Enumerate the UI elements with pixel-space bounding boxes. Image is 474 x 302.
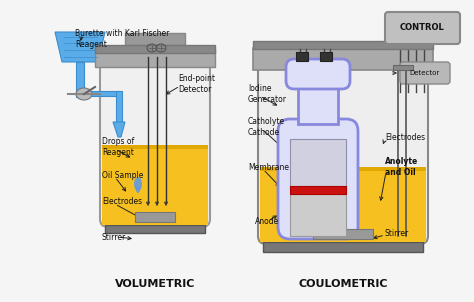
Text: COULOMETRIC: COULOMETRIC: [298, 279, 388, 289]
Polygon shape: [55, 32, 105, 62]
FancyBboxPatch shape: [286, 59, 350, 89]
Polygon shape: [84, 91, 120, 96]
Bar: [298, 84, 338, 124]
Bar: [393, 65, 413, 70]
Text: Anolyte
and Oil: Anolyte and Oil: [385, 157, 418, 177]
Bar: [260, 167, 426, 171]
Bar: [296, 52, 308, 61]
Bar: [102, 147, 208, 225]
Bar: [320, 52, 332, 61]
Text: Anode: Anode: [255, 217, 279, 226]
Text: Iodine
Generator: Iodine Generator: [248, 84, 287, 104]
Ellipse shape: [134, 177, 142, 191]
Bar: [253, 48, 433, 70]
Text: Stirrer: Stirrer: [385, 230, 409, 239]
Bar: [290, 194, 346, 236]
FancyBboxPatch shape: [258, 52, 428, 244]
FancyBboxPatch shape: [400, 62, 450, 84]
Text: Oil Sample: Oil Sample: [102, 172, 143, 181]
Bar: [253, 41, 433, 49]
Text: Electrodes: Electrodes: [385, 133, 425, 142]
FancyBboxPatch shape: [385, 12, 460, 44]
Bar: [263, 242, 423, 252]
Text: Drops of
Reagent: Drops of Reagent: [102, 137, 134, 157]
Bar: [95, 49, 215, 67]
Ellipse shape: [76, 88, 92, 100]
Bar: [102, 145, 208, 149]
Polygon shape: [113, 122, 125, 137]
Bar: [135, 212, 175, 222]
Bar: [290, 139, 346, 189]
Bar: [125, 33, 185, 45]
Bar: [260, 169, 426, 242]
Text: Burette with Karl Fischer
Reagent: Burette with Karl Fischer Reagent: [75, 29, 169, 50]
Ellipse shape: [136, 187, 140, 193]
Text: Catholyte
Cathode: Catholyte Cathode: [248, 117, 285, 137]
FancyBboxPatch shape: [278, 119, 358, 239]
Polygon shape: [76, 62, 84, 97]
Text: CONTROL: CONTROL: [400, 24, 444, 33]
Text: End-point
Detector: End-point Detector: [178, 74, 215, 95]
Bar: [313, 229, 373, 239]
Polygon shape: [116, 91, 122, 122]
FancyBboxPatch shape: [100, 52, 210, 227]
Bar: [105, 225, 205, 233]
Text: Electrodes: Electrodes: [102, 198, 142, 207]
Bar: [95, 45, 215, 53]
Bar: [290, 186, 346, 194]
Text: Detector: Detector: [410, 70, 440, 76]
Text: VOLUMETRIC: VOLUMETRIC: [115, 279, 195, 289]
Text: Membrane: Membrane: [248, 162, 289, 172]
Text: Stirrer: Stirrer: [102, 233, 126, 242]
